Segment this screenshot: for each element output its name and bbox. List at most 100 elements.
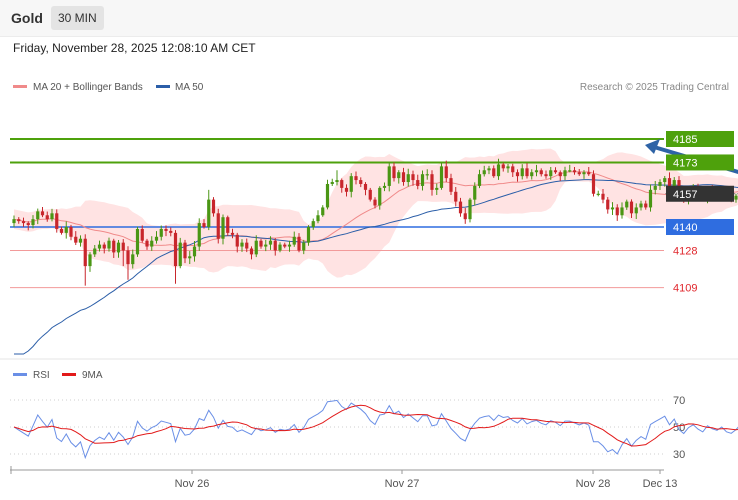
support-label-4109: 4109 bbox=[673, 283, 697, 295]
support-label-4128: 4128 bbox=[673, 245, 697, 257]
candle-body bbox=[173, 232, 178, 267]
candle bbox=[444, 160, 448, 183]
candle-body bbox=[487, 168, 491, 171]
candle bbox=[563, 166, 567, 181]
candle bbox=[292, 231, 296, 247]
candle bbox=[93, 245, 97, 257]
candle-body bbox=[515, 172, 520, 177]
candle bbox=[568, 164, 572, 173]
candle-body bbox=[55, 213, 59, 229]
candle-body bbox=[116, 242, 121, 253]
candle-body bbox=[506, 166, 510, 169]
candle bbox=[335, 170, 339, 186]
candle bbox=[558, 170, 562, 181]
candle bbox=[197, 218, 201, 251]
candle bbox=[21, 217, 26, 227]
candle bbox=[373, 197, 377, 209]
candle-body bbox=[591, 174, 596, 194]
candle bbox=[439, 162, 444, 190]
candle bbox=[150, 236, 154, 251]
candle bbox=[572, 166, 577, 175]
candle-body bbox=[544, 174, 548, 177]
candle-body bbox=[230, 232, 235, 235]
candle-body bbox=[344, 187, 349, 192]
candle-body bbox=[188, 256, 192, 259]
candle-body bbox=[435, 187, 439, 190]
candle bbox=[112, 238, 116, 258]
candle bbox=[378, 186, 382, 210]
candle bbox=[273, 238, 277, 256]
timeframe-badge[interactable]: 30 MIN bbox=[51, 6, 104, 30]
candle bbox=[591, 170, 596, 197]
candle bbox=[226, 215, 230, 236]
candle-body bbox=[568, 170, 572, 172]
candle-body bbox=[273, 240, 277, 251]
candle-body bbox=[21, 221, 26, 224]
candle bbox=[192, 241, 197, 262]
candle bbox=[278, 242, 282, 253]
candle-body bbox=[178, 242, 182, 267]
candle-body bbox=[458, 201, 463, 214]
last-price-label: 4157 bbox=[673, 189, 697, 201]
candle bbox=[40, 206, 45, 218]
candle bbox=[131, 249, 135, 269]
candle bbox=[639, 200, 643, 211]
candle bbox=[368, 187, 372, 202]
x-tick-label: Nov 28 bbox=[576, 478, 611, 490]
panel-divider bbox=[0, 358, 738, 360]
candle bbox=[97, 240, 102, 252]
candle bbox=[169, 227, 173, 237]
candle bbox=[411, 170, 415, 186]
candle bbox=[525, 163, 529, 179]
candle bbox=[311, 218, 315, 230]
candle bbox=[36, 208, 40, 225]
candle-body bbox=[534, 170, 539, 173]
candle bbox=[615, 204, 619, 221]
rsi-line bbox=[13, 399, 738, 460]
candle bbox=[506, 164, 510, 173]
candle bbox=[207, 189, 211, 231]
candle-body bbox=[411, 174, 415, 181]
candle-body bbox=[164, 228, 168, 231]
candle-body bbox=[97, 244, 102, 249]
candle-body bbox=[140, 228, 144, 241]
resistance-label-4173: 4173 bbox=[673, 157, 697, 169]
candle-body bbox=[150, 240, 154, 247]
candle-body bbox=[69, 227, 73, 237]
candle-body bbox=[145, 240, 149, 247]
candle-body bbox=[31, 219, 35, 226]
candle-body bbox=[392, 166, 396, 179]
candle-body bbox=[259, 240, 263, 247]
candle bbox=[59, 226, 64, 235]
candle-body bbox=[587, 172, 591, 175]
candle-body bbox=[558, 172, 562, 177]
candle bbox=[425, 169, 429, 180]
candle-body bbox=[425, 174, 429, 176]
x-tick-label: Nov 27 bbox=[385, 478, 420, 490]
candle-body bbox=[135, 228, 140, 255]
candle bbox=[420, 170, 425, 191]
candle-body bbox=[539, 170, 543, 175]
candle-body bbox=[349, 176, 353, 192]
candle bbox=[596, 190, 600, 197]
candle bbox=[544, 170, 548, 179]
candle-body bbox=[382, 185, 387, 188]
candle-body bbox=[596, 193, 600, 195]
candle bbox=[601, 189, 605, 204]
candle-body bbox=[102, 244, 106, 249]
candle bbox=[496, 158, 501, 180]
candle-body bbox=[648, 189, 653, 208]
candle-body bbox=[577, 172, 581, 175]
candle-body bbox=[397, 172, 401, 179]
candle-body bbox=[297, 236, 301, 251]
candle bbox=[663, 175, 667, 187]
candle-body bbox=[667, 178, 672, 188]
candle-body bbox=[330, 182, 334, 184]
rsi-tick-30: 30 bbox=[673, 449, 685, 461]
candle bbox=[259, 239, 263, 249]
candle bbox=[530, 169, 534, 180]
candle bbox=[634, 203, 638, 220]
candle-body bbox=[278, 244, 282, 251]
candle bbox=[268, 236, 273, 250]
candle bbox=[477, 169, 482, 189]
